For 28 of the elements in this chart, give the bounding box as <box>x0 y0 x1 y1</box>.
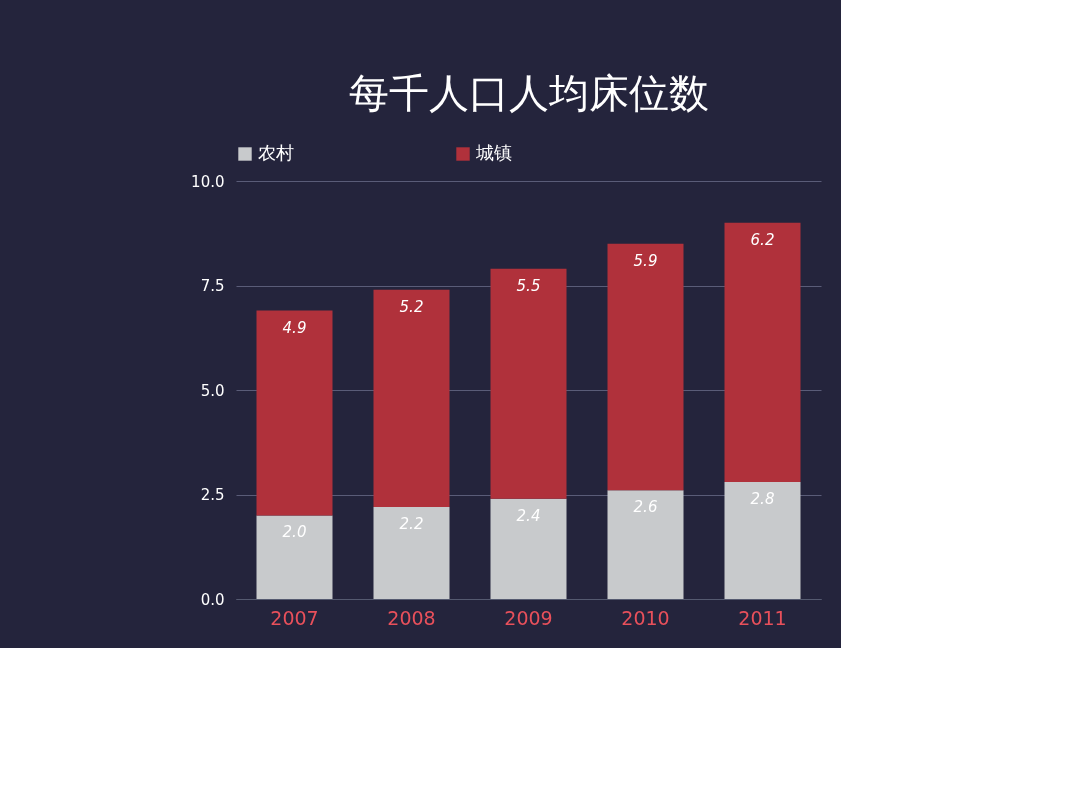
data-label: 5.2 <box>399 297 424 316</box>
y-tick-label: 2.5 <box>200 486 225 504</box>
bar <box>256 310 333 516</box>
chart-title: 每千人口人均床位数 <box>348 70 709 116</box>
x-tick-label: 2007 <box>270 606 319 629</box>
legend-label: 城镇 <box>475 142 512 163</box>
y-tick-label: 5.0 <box>200 381 225 400</box>
bar <box>373 289 450 508</box>
data-label: 6.2 <box>750 230 775 249</box>
x-tick-label: 2008 <box>387 606 436 629</box>
bar <box>724 481 801 599</box>
y-tick-label: 0.0 <box>200 590 225 609</box>
bar <box>490 268 567 499</box>
legend-label: 农村 <box>258 142 294 163</box>
bar <box>607 490 684 599</box>
bar <box>256 515 333 599</box>
y-tick-label: 10.0 <box>191 172 225 191</box>
y-tick-label: 7.5 <box>200 277 225 295</box>
bar <box>607 243 684 491</box>
data-label: 5.9 <box>633 251 658 270</box>
bar <box>490 498 567 599</box>
x-tick-label: 2011 <box>738 606 787 629</box>
data-label: 5.5 <box>516 276 541 295</box>
x-tick-label: 2010 <box>621 606 670 629</box>
bar <box>724 222 801 482</box>
x-tick-label: 2009 <box>504 606 553 629</box>
data-label: 4.9 <box>282 318 307 337</box>
bar <box>373 507 450 599</box>
